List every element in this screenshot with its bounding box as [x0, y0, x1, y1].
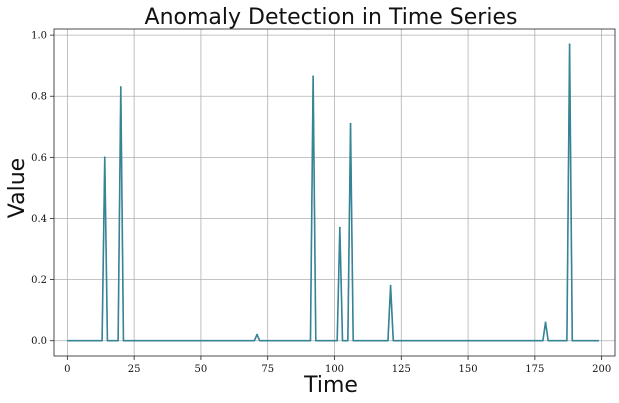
y-tick-label: 0.6 [31, 153, 47, 164]
y-axis-label: Value [5, 158, 30, 218]
x-tick-label: 100 [325, 364, 344, 375]
grid [54, 29, 615, 356]
series-line [67, 43, 599, 342]
data-point [568, 43, 571, 46]
data-point [312, 75, 315, 78]
series-line-overlay [67, 43, 599, 342]
x-tick-label: 175 [525, 364, 544, 375]
data-point [349, 122, 352, 125]
axis-ticks: 0 25 50 75 100 125 150 175 200 0.0 0.2 0.4 0.6 0.8 1.0 [31, 31, 611, 375]
data-point [256, 333, 258, 336]
x-tick-label: 75 [261, 364, 274, 375]
x-tick-label: 125 [392, 364, 411, 375]
x-tick-label: 50 [195, 364, 208, 375]
data-point [544, 321, 547, 324]
chart-title: Anomaly Detection in Time Series [145, 5, 518, 30]
data-point [338, 226, 341, 229]
y-tick-label: 0.8 [31, 92, 47, 103]
data-point [103, 156, 106, 159]
x-axis-label: Time [303, 373, 358, 398]
data-point [389, 284, 392, 287]
x-tick-label: 150 [459, 364, 478, 375]
y-tick-label: 0.2 [31, 275, 47, 286]
x-tick-label: 0 [64, 364, 70, 375]
y-tick-label: 0.0 [31, 336, 47, 347]
series-layer [67, 43, 599, 342]
x-tick-label: 200 [592, 364, 611, 375]
y-tick-label: 0.4 [31, 214, 47, 225]
plot-frame [53, 28, 616, 357]
y-tick-label: 1.0 [31, 31, 47, 42]
data-point [119, 86, 122, 88]
x-tick-label: 25 [128, 364, 141, 375]
